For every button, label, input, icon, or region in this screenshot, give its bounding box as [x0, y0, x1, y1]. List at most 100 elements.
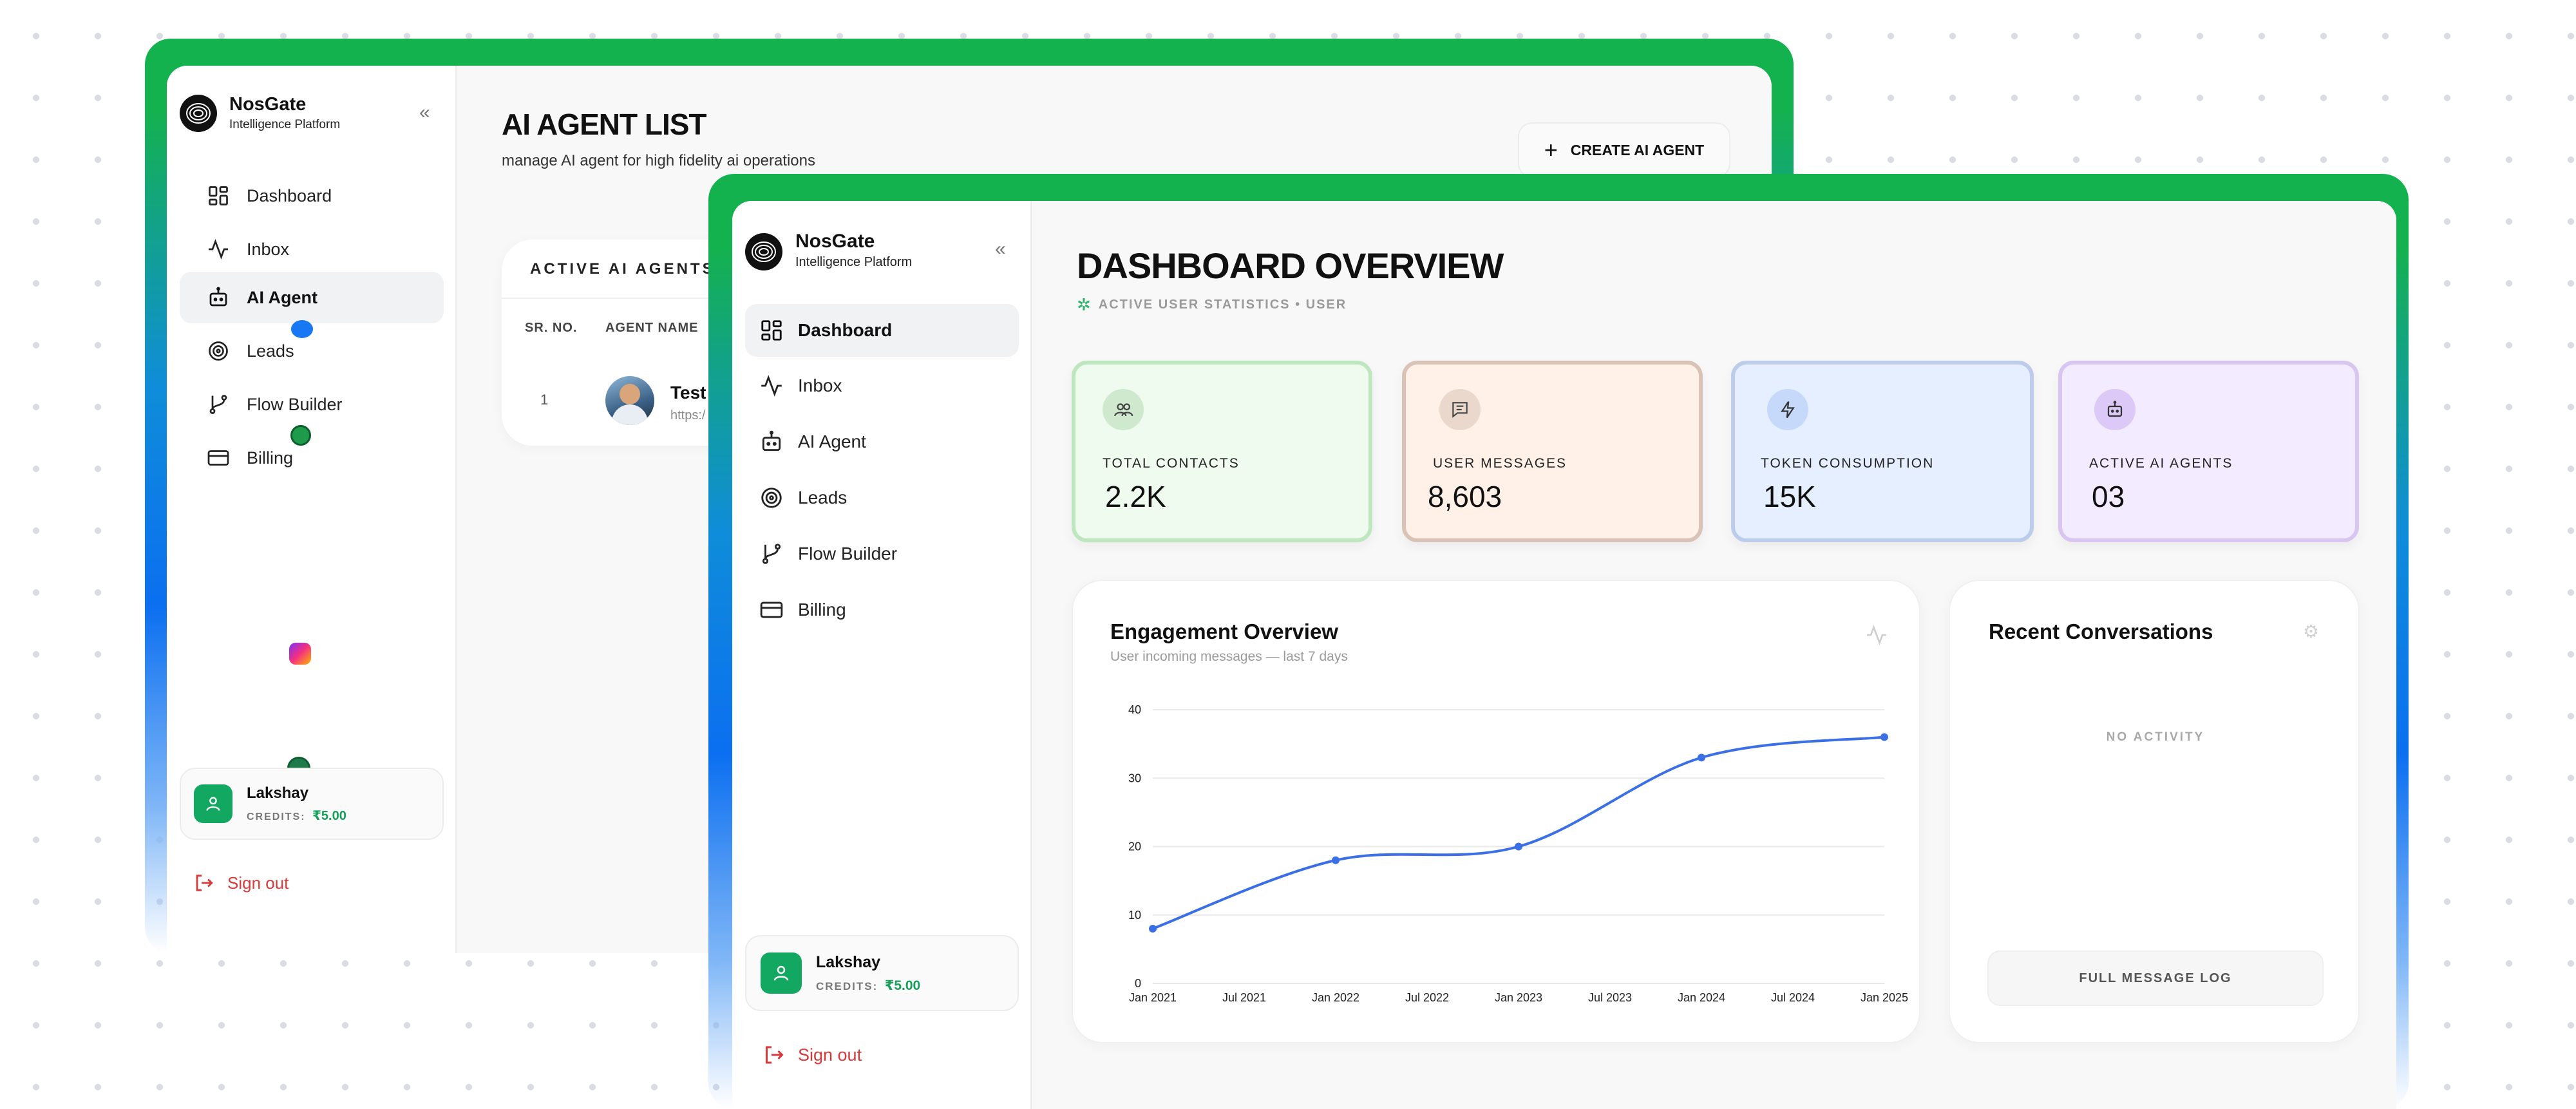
table-title: ACTIVE AI AGENTS (: [530, 260, 730, 278]
stat-card-active-ai-agents[interactable]: ACTIVE AI AGENTS 03: [2058, 361, 2359, 542]
x-tick-label: Jan 2025: [1861, 991, 1908, 1004]
x-tick-label: Jan 2024: [1678, 991, 1725, 1004]
collapse-sidebar-icon[interactable]: «: [419, 102, 430, 123]
sidebar-item-flow-builder[interactable]: Flow Builder: [180, 379, 444, 430]
stat-value: 03: [2092, 480, 2125, 513]
stat-card-user-messages[interactable]: USER MESSAGES 8,603: [1402, 361, 1703, 542]
credit-card-icon: [207, 450, 229, 466]
column-header-agent: AGENT NAME: [605, 321, 699, 335]
front-window: NosGate Intelligence Platform « Dashboar…: [732, 201, 2396, 1109]
create-ai-agent-button[interactable]: + CREATE AI AGENT: [1518, 122, 1730, 178]
collapse-sidebar-icon[interactable]: «: [995, 238, 1006, 260]
robot-icon: [762, 430, 781, 451]
user-name: Lakshay: [247, 784, 309, 802]
data-point[interactable]: [1332, 856, 1340, 864]
data-point[interactable]: [1698, 754, 1705, 762]
create-ai-agent-label: CREATE AI AGENT: [1570, 141, 1705, 158]
agent-url[interactable]: https:/: [670, 408, 706, 422]
user-avatar-icon: [761, 953, 802, 994]
instagram-icon: [289, 643, 311, 665]
activity-pulse-icon: [209, 239, 228, 260]
sign-out-label: Sign out: [798, 1045, 862, 1065]
sign-out-button[interactable]: Sign out: [193, 872, 289, 894]
recent-conversations-panel: Recent Conversations ⚙ NO ACTIVITY FULL …: [1949, 580, 2360, 1043]
full-message-log-label: FULL MESSAGE LOG: [2079, 971, 2232, 985]
gear-icon[interactable]: ⚙: [2303, 621, 2320, 641]
users-icon: [1103, 389, 1144, 430]
back-sidebar: NosGate Intelligence Platform « Dashboar…: [167, 66, 457, 953]
brand-subtitle: Intelligence Platform: [795, 255, 913, 269]
user-name: Lakshay: [816, 953, 881, 971]
stat-label: ACTIVE AI AGENTS: [2089, 456, 2233, 471]
sidebar-item-leads[interactable]: Leads: [180, 325, 444, 377]
x-tick-label: Jul 2022: [1405, 991, 1449, 1004]
sidebar-item-ai-agent[interactable]: AI Agent: [180, 272, 444, 323]
agent-avatar: [605, 376, 654, 425]
x-tick-label: Jan 2021: [1129, 991, 1177, 1004]
brand-logo-icon[interactable]: [180, 95, 217, 132]
target-icon: [761, 488, 782, 508]
flow-branch-icon: [762, 544, 781, 564]
sidebar-item-label: Flow Builder: [798, 544, 898, 564]
credits-value: ₹5.00: [884, 978, 921, 993]
data-point[interactable]: [1149, 925, 1157, 933]
target-icon: [209, 341, 228, 361]
engagement-subtitle: User incoming messages — last 7 days: [1110, 649, 1348, 664]
activity-pulse-icon[interactable]: [1865, 623, 1888, 650]
message-icon: [1439, 389, 1481, 430]
stat-card-total-contacts[interactable]: TOTAL CONTACTS 2.2K: [1072, 361, 1372, 542]
sidebar-item-inbox[interactable]: Inbox: [180, 223, 444, 275]
sidebar-item-label: Inbox: [247, 239, 290, 259]
user-card[interactable]: Lakshay CREDITS: ₹5.00: [180, 768, 444, 840]
x-tick-label: Jan 2022: [1312, 991, 1359, 1004]
sidebar-item-label: Billing: [247, 448, 294, 468]
stat-card-token-consumption[interactable]: TOKEN CONSUMPTION 15K: [1731, 361, 2034, 542]
y-tick-label: 30: [1128, 772, 1141, 784]
y-tick-label: 10: [1128, 909, 1141, 922]
sidebar-item-billing[interactable]: Billing: [180, 432, 444, 484]
front-sidebar: NosGate Intelligence Platform « Dashboar…: [732, 201, 1032, 1109]
table-row[interactable]: 1 Test https:/: [502, 368, 1146, 439]
full-message-log-button[interactable]: FULL MESSAGE LOG: [1987, 951, 2324, 1006]
credits-label: CREDITS:: [816, 980, 878, 992]
user-card[interactable]: Lakshay CREDITS: ₹5.00: [745, 935, 1019, 1011]
dashboard-grid-icon: [209, 186, 228, 205]
page-title: AI AGENT LIST: [502, 108, 707, 141]
brand-name: NosGate: [229, 94, 307, 115]
sidebar-item-ai-agent[interactable]: AI Agent: [745, 415, 1019, 468]
stat-label: USER MESSAGES: [1433, 456, 1567, 471]
sidebar-item-dashboard[interactable]: Dashboard: [745, 304, 1019, 357]
brand-subtitle: Intelligence Platform: [229, 118, 341, 131]
sidebar-item-leads[interactable]: Leads: [745, 471, 1019, 524]
robot-icon: [209, 287, 227, 307]
x-tick-label: Jul 2023: [1588, 991, 1632, 1004]
sidebar-item-label: AI Agent: [798, 431, 866, 451]
sign-out-button[interactable]: Sign out: [762, 1043, 862, 1066]
empty-state: NO ACTIVITY: [2106, 730, 2205, 744]
agent-name[interactable]: Test: [670, 383, 706, 403]
credits-value: ₹5.00: [312, 808, 346, 823]
row-sr: 1: [540, 392, 549, 408]
credit-card-icon: [760, 602, 783, 618]
sidebar-item-dashboard[interactable]: Dashboard: [180, 170, 444, 222]
data-point[interactable]: [1515, 842, 1522, 851]
sidebar-item-label: Flow Builder: [247, 394, 343, 414]
stat-value: 15K: [1763, 480, 1816, 513]
sidebar-item-label: Billing: [798, 600, 846, 620]
brand-logo-icon[interactable]: [745, 233, 782, 270]
sidebar-item-label: Leads: [798, 488, 848, 507]
front-main-content: DASHBOARD OVERVIEW ✲ ACTIVE USER STATIST…: [1032, 201, 2396, 1109]
sidebar-item-inbox[interactable]: Inbox: [745, 359, 1019, 412]
sidebar-item-flow-builder[interactable]: Flow Builder: [745, 527, 1019, 580]
user-avatar-icon: [194, 784, 232, 823]
sparkle-icon: ✲: [1077, 295, 1091, 314]
page-subtitle: manage AI agent for high fidelity ai ope…: [502, 152, 815, 169]
engagement-line-chart: 0 10 20 30 40 Jan 2021 Jul 2021 Jan 2022 Jul 202…: [1128, 703, 1908, 1004]
column-header-sr: SR. NO.: [525, 321, 578, 335]
page-title: DASHBOARD OVERVIEW: [1077, 245, 1504, 286]
stat-value: 2.2K: [1105, 480, 1166, 513]
engagement-panel: Engagement Overview User incoming messag…: [1072, 580, 1920, 1043]
conversations-title: Recent Conversations: [1989, 620, 2213, 643]
data-point[interactable]: [1880, 733, 1888, 741]
sidebar-item-billing[interactable]: Billing: [745, 583, 1019, 636]
